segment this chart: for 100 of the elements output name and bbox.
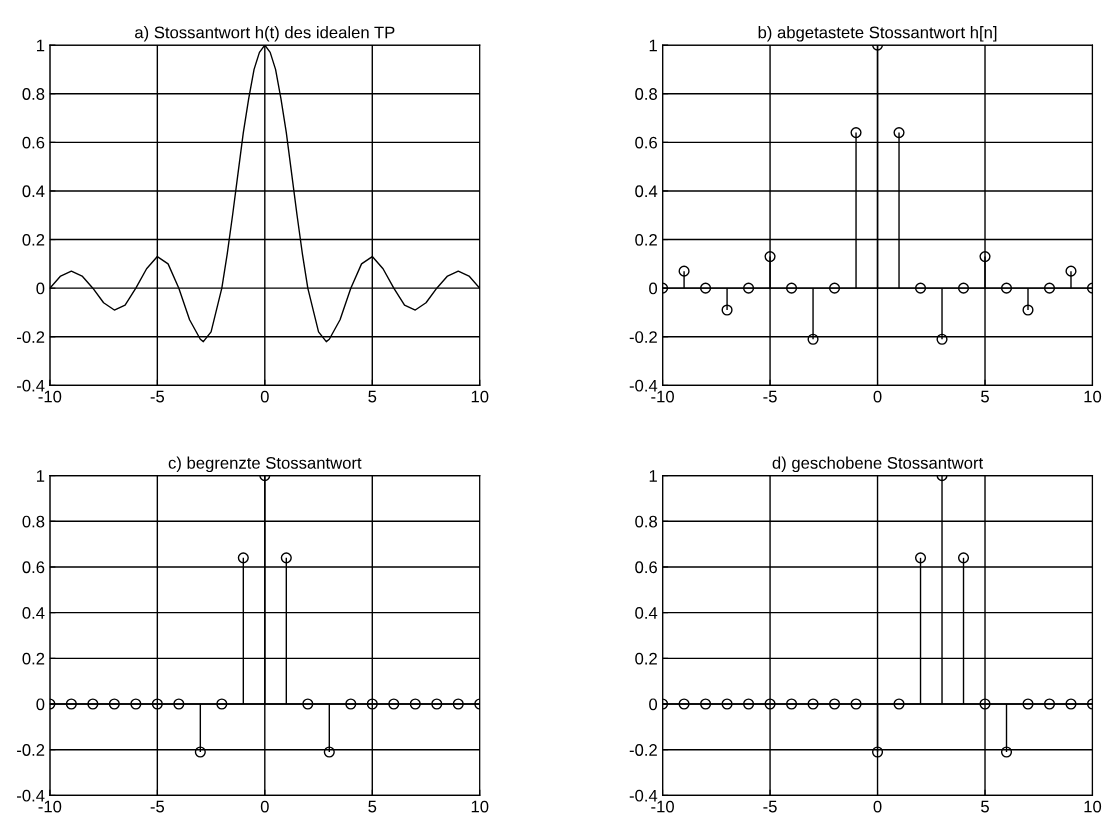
x-tick-label: 10 <box>471 800 489 813</box>
point <box>409 698 421 710</box>
point <box>237 552 249 564</box>
point <box>366 698 378 710</box>
point <box>785 698 798 710</box>
x-tick-label: -5 <box>763 390 777 403</box>
point <box>678 265 690 277</box>
y-tick-label: 0.8 <box>22 515 45 528</box>
point <box>302 698 314 710</box>
chart-title: d) geschobene Stossantwort <box>772 456 984 473</box>
point <box>721 304 733 316</box>
y-tick-label: 0.8 <box>635 515 657 528</box>
point <box>1065 265 1077 277</box>
point <box>345 698 357 710</box>
x-tick-label: 10 <box>1084 390 1102 403</box>
point <box>1043 282 1056 294</box>
y-tick-label: 0.4 <box>635 185 658 198</box>
point <box>828 698 841 710</box>
y-tick-label: 0.6 <box>22 136 45 149</box>
y-tick-label: -0.4 <box>17 379 45 392</box>
y-tick-label: 0.6 <box>22 561 45 574</box>
point <box>914 552 927 564</box>
point <box>850 127 862 139</box>
point <box>893 127 905 139</box>
y-tick-label: 1 <box>37 470 45 482</box>
point <box>979 698 991 710</box>
point <box>323 746 335 758</box>
chart-title: a) Stossantwort h(t) des idealen TP <box>135 26 395 42</box>
y-tick-label: 0 <box>36 698 45 711</box>
point <box>914 282 927 294</box>
x-tick-label: 0 <box>260 390 269 403</box>
x-tick-label: 0 <box>873 390 882 403</box>
x-tick-label: 5 <box>981 800 989 813</box>
y-tick-label: 0.4 <box>635 607 658 619</box>
point <box>893 698 905 710</box>
x-tick-label: -10 <box>38 800 62 813</box>
point <box>1022 304 1034 316</box>
point <box>87 698 99 710</box>
y-tick-label: 0.2 <box>635 233 657 246</box>
y-tick-label: -0.2 <box>17 744 45 756</box>
y-tick-label: 0.8 <box>22 88 45 100</box>
point <box>194 746 206 758</box>
y-tick-label: 0.4 <box>22 607 45 619</box>
point <box>957 282 970 294</box>
y-tick-label: -0.2 <box>17 331 45 343</box>
point <box>452 698 464 710</box>
point <box>216 698 228 710</box>
point <box>764 698 776 710</box>
point <box>130 698 142 710</box>
y-tick-label: -0.2 <box>629 331 657 343</box>
point <box>280 552 292 564</box>
x-tick-label: 5 <box>368 390 377 403</box>
point <box>721 698 733 710</box>
point <box>871 746 884 758</box>
y-tick-label: 1 <box>37 39 45 52</box>
point <box>828 282 841 294</box>
y-tick-label: 0 <box>649 282 658 295</box>
point <box>743 282 755 294</box>
y-tick-label: 0.6 <box>635 561 657 574</box>
x-tick-label: 5 <box>368 800 377 813</box>
point <box>743 698 755 710</box>
y-tick-label: 0.6 <box>635 136 657 149</box>
point <box>936 333 948 345</box>
x-tick-label: -5 <box>150 800 165 813</box>
x-tick-label: 0 <box>260 800 269 813</box>
x-tick-label: -10 <box>651 390 674 403</box>
x-tick-label: 10 <box>471 390 489 403</box>
point <box>807 333 819 345</box>
y-tick-label: 0 <box>36 282 45 295</box>
point <box>1065 698 1077 710</box>
y-tick-label: 0.2 <box>635 652 657 665</box>
y-tick-label: -0.2 <box>629 744 657 756</box>
x-tick-label: 10 <box>1084 800 1102 813</box>
y-tick-label: 0.2 <box>22 652 45 665</box>
point <box>1043 698 1056 710</box>
point <box>173 698 185 710</box>
point <box>1000 282 1013 294</box>
x-tick-label: -10 <box>38 390 62 403</box>
point <box>807 698 819 710</box>
point <box>108 698 120 710</box>
y-tick-label: 0.8 <box>635 88 657 100</box>
point <box>700 698 712 710</box>
y-tick-label: -0.4 <box>629 379 658 392</box>
x-tick-label: -5 <box>150 390 165 403</box>
point <box>785 282 798 294</box>
x-tick-label: -5 <box>763 800 777 813</box>
chart-title: b) abgetastete Stossantwort h[n] <box>758 26 997 42</box>
point <box>979 251 991 263</box>
y-tick-label: -0.4 <box>629 789 658 802</box>
point <box>65 698 77 710</box>
y-tick-label: 0.4 <box>22 185 45 198</box>
point <box>764 251 776 263</box>
x-tick-label: 0 <box>873 800 882 813</box>
chart-title: c) begrenzte Stossantwort <box>168 456 362 473</box>
y-tick-label: 0 <box>649 698 658 711</box>
point <box>388 698 400 710</box>
y-tick-label: 1 <box>649 470 657 482</box>
point <box>431 698 443 710</box>
x-tick-label: -10 <box>651 800 674 813</box>
y-tick-label: 0.2 <box>22 233 45 246</box>
